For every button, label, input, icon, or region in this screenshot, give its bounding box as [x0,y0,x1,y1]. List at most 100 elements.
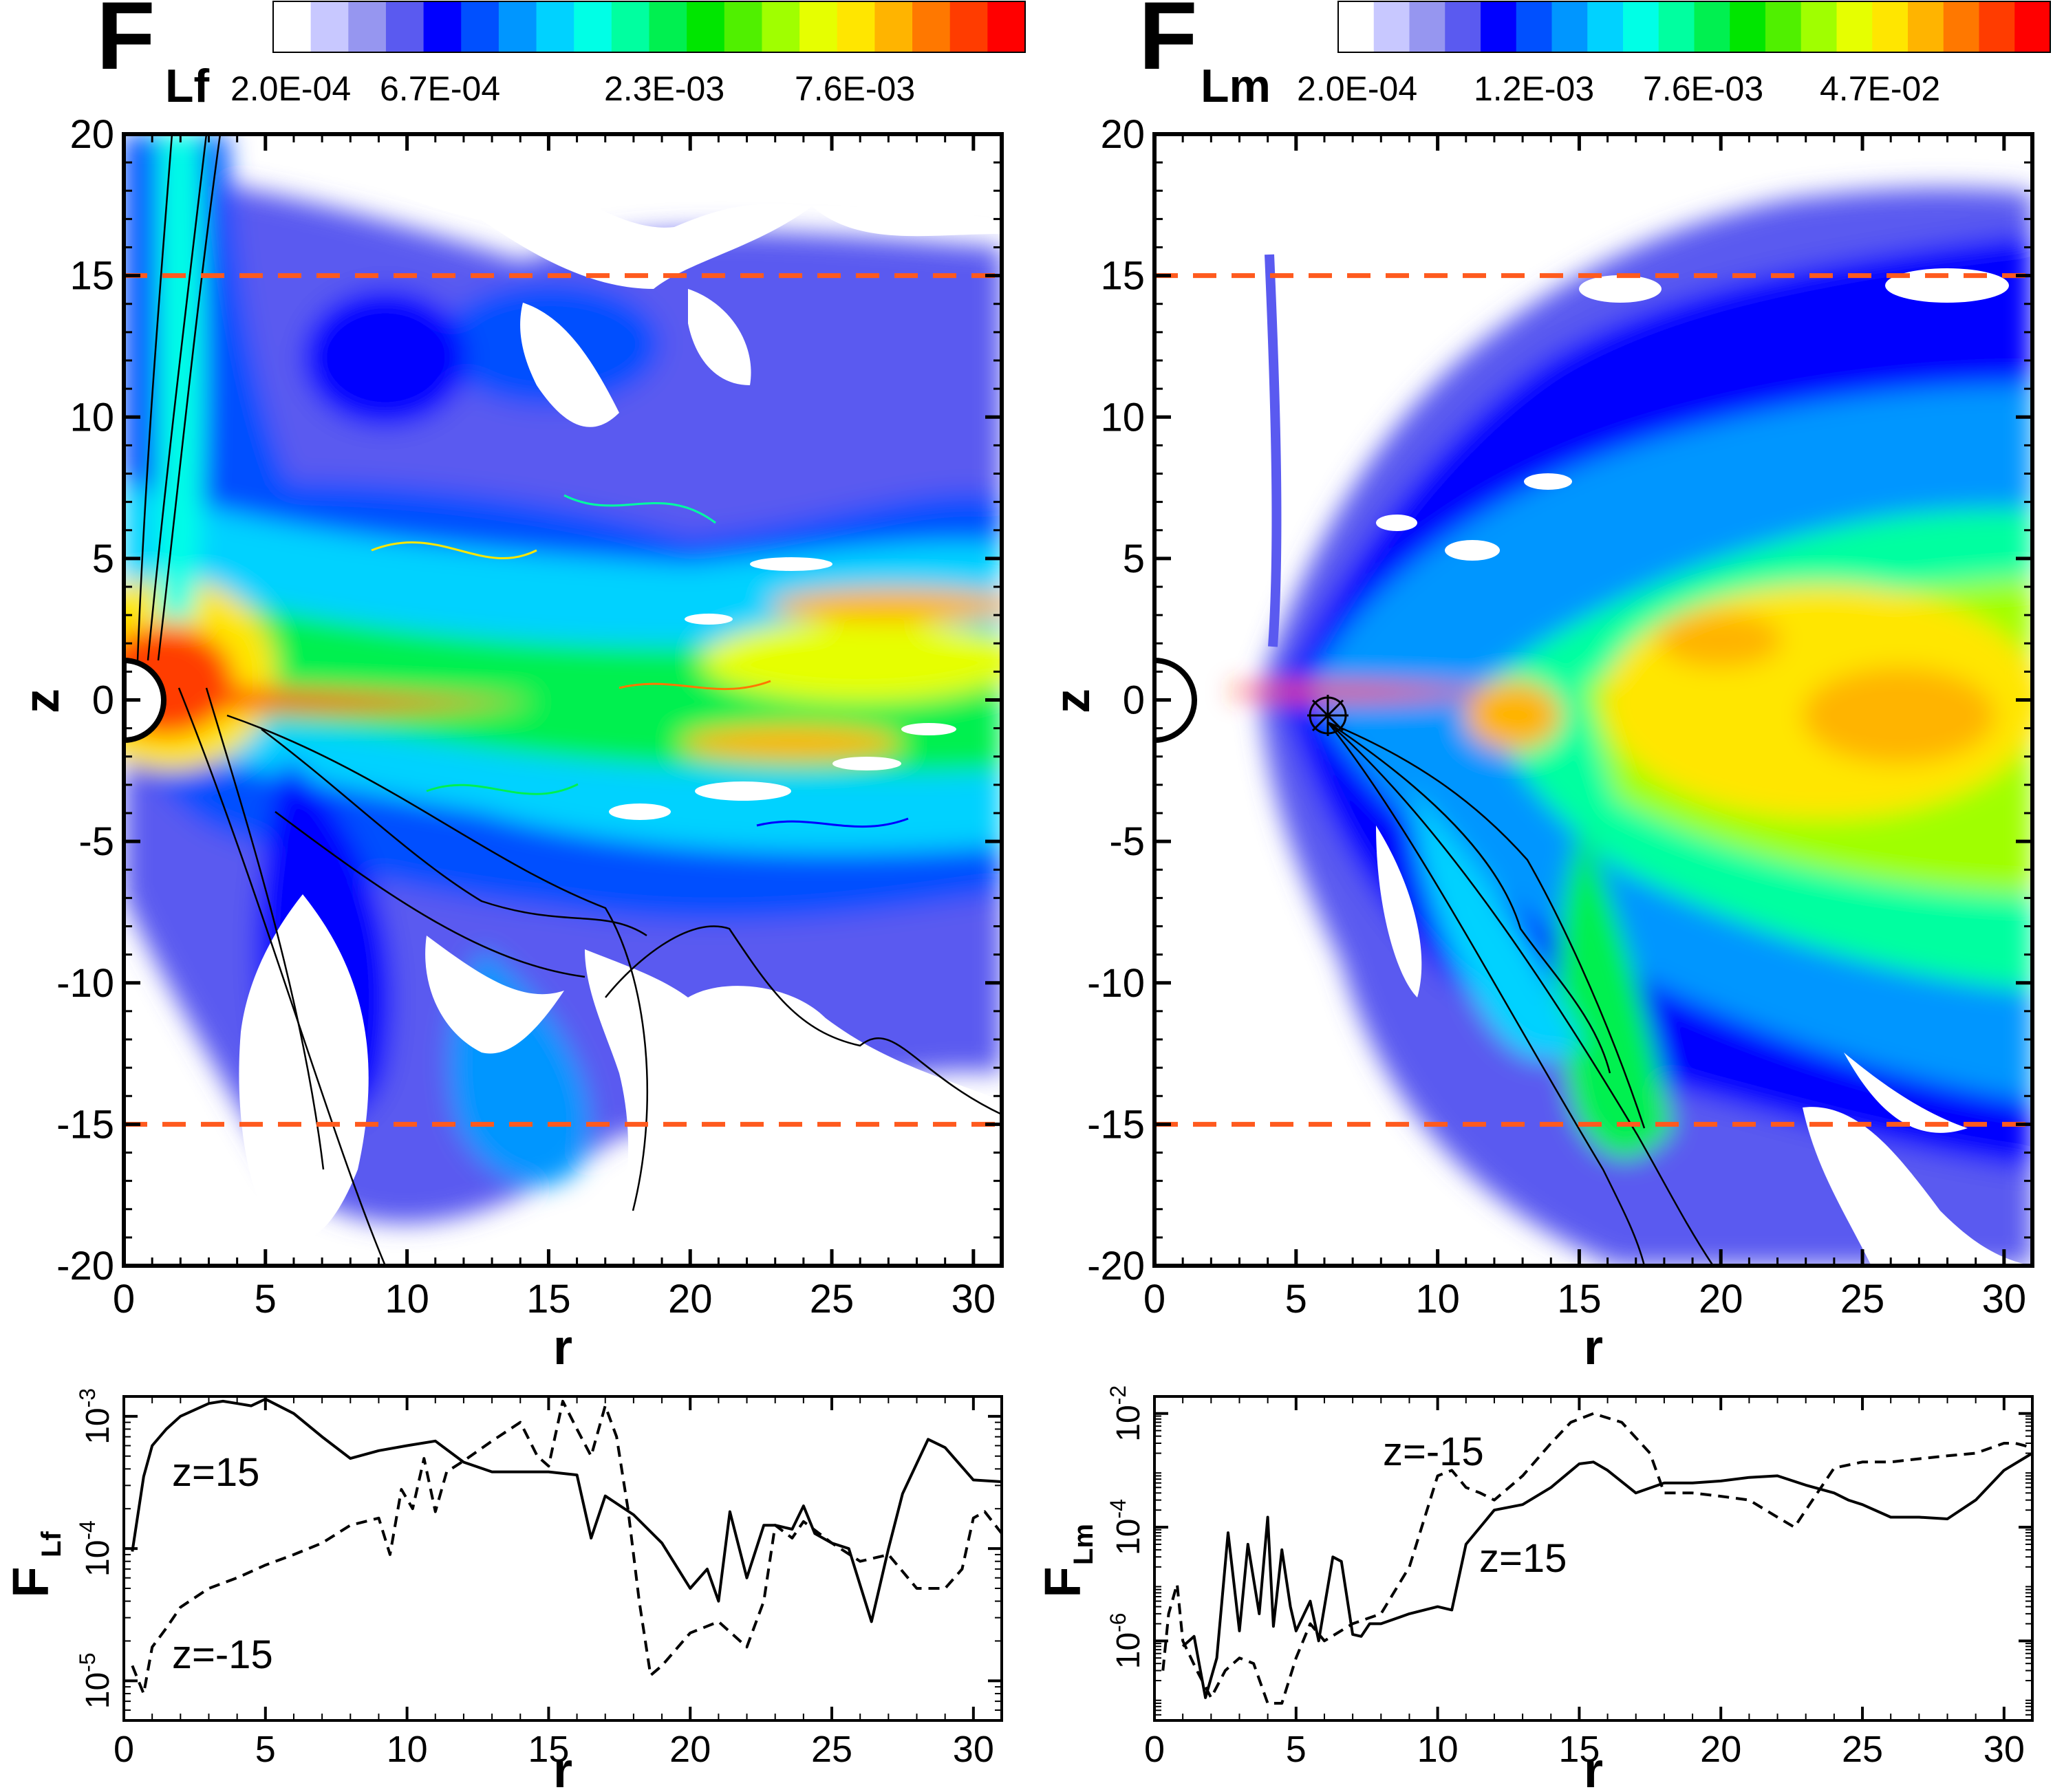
colorbar-swatch [1943,1,1979,52]
colorbar-swatch [1800,1,1837,52]
axes-flm: 0 5 10 15 20 25 30 20 15 10 5 0 -5 -10 -15 -20 [1087,112,2034,1321]
plot-frame-flf-profile [122,1395,1003,1722]
colorbar-border [1337,1,2051,53]
x-tick-label: 30 [1984,1729,2025,1770]
colorbar-flf-tick: 6.7E-04 [380,69,500,108]
contour-field-flm [1154,134,2032,1266]
y-tick-label: -5 [78,819,114,864]
legend-label-z15: z=15 [172,1450,259,1495]
y-tick-label: 10-6 [1106,1612,1147,1669]
colorbar-swatch [461,1,499,52]
axis-label-z-flm: z [1045,689,1100,713]
cutlines-flf [124,273,1002,1127]
series-line-z15 [1181,1451,2034,1699]
y-tick-label: 10-4 [75,1520,116,1577]
colorbar-swatch [724,1,762,52]
colorbar-swatch [348,1,387,52]
y-tick-label: 10 [69,395,114,440]
y-tick-label: -20 [1087,1244,1145,1288]
colorbar-flf-ticklabels: 2.0E-04 6.7E-04 2.3E-03 7.6E-03 [230,69,915,108]
y-tick-label: 10-4 [1106,1499,1147,1555]
colorbar-swatch [574,1,612,52]
colorbar-flm-ticklabels: 2.0E-04 1.2E-03 7.6E-03 4.7E-02 [1297,69,1940,108]
colorbar-swatch [1623,1,1659,52]
colorbar-swatch [687,1,725,52]
colorbar-swatch [1730,1,1766,52]
series-lines-flf [131,1397,1003,1695]
colorbar-flm-tick: 4.7E-02 [1820,69,1940,108]
axis-label-subscript: Lm [1068,1524,1099,1565]
inner-boundary-flm [1154,658,1197,743]
x-tick-label: 5 [1285,1277,1307,1321]
colorbar-swatch [762,1,800,52]
colorbar-swatch [1373,1,1410,52]
y-tick-label: 15 [69,254,114,299]
legend-label-zm15: z=-15 [1383,1429,1484,1474]
x-tick-label: 30 [953,1729,994,1770]
x-tick-label: 0 [113,1277,135,1321]
plot-frame-flm-profile [1153,1395,2034,1722]
panel-subscript-lm: Lm [1201,60,1271,112]
colorbar-swatch [1587,1,1624,52]
x-tick-label: 25 [1842,1729,1883,1770]
colorbar-flm-tick: 7.6E-03 [1643,69,1763,108]
x-tick-label: 20 [669,1729,711,1770]
axes-flf-profile: 0 5 10 15 20 25 30 10-5 10-4 10-3 [75,1388,1002,1770]
axes-flf: 0 5 10 15 20 25 30 20 15 10 5 0 -5 -10 -15 -20 [56,112,1003,1321]
x-tick-label: 15 [1558,1729,1600,1770]
y-tick-label: -20 [56,1244,114,1288]
x-tick-label: 20 [1700,1729,1741,1770]
axis-label-r-flm: r [1584,1320,1603,1375]
y-tick-label: -10 [1087,961,1145,1006]
x-tick-label: 20 [668,1277,713,1321]
colorbar-swatch [1694,1,1730,52]
x-tick-label: 5 [1286,1729,1307,1770]
colorbar-border [272,1,1026,53]
panel-letter-f: F [96,0,155,89]
colorbar-swatch [649,1,687,52]
colorbar-swatch [273,1,312,52]
colorbar-swatch [1516,1,1552,52]
x-tick-label: 20 [1699,1277,1743,1321]
y-tick-label: 5 [92,537,114,581]
axis-label-flf-profile: F Lf [2,1531,67,1597]
x-tick-label: 25 [811,1729,852,1770]
legend-label-zm15: z=-15 [172,1632,273,1677]
x-tick-label: 10 [1417,1729,1459,1770]
colorbar-swatch [949,1,988,52]
x-tick-label: 0 [1143,1277,1165,1321]
legend-label-z15: z=15 [1479,1536,1567,1581]
colorbar-flm-tick: 2.0E-04 [1297,69,1417,108]
x-tick-label: 25 [810,1277,854,1321]
colorbar-swatch [498,1,537,52]
x-tick-label: 10 [385,1277,429,1321]
x-tick-label: 25 [1840,1277,1885,1321]
colorbar-swatch [1836,1,1873,52]
colorbar-swatch [912,1,951,52]
axis-label-r-flf-profile: r [553,1743,572,1789]
y-tick-label: 10-5 [75,1652,116,1709]
axis-label-flm-profile: F Lm [1034,1524,1099,1598]
x-tick-label: 10 [387,1729,428,1770]
colorbar-swatch [310,1,349,52]
panel-flf-profile: 0 5 10 15 20 25 30 10-5 10-4 10-3 z=15 z=-15 r F … [2,1388,1003,1792]
y-tick-label: 20 [1100,112,1145,157]
y-tick-label: 10-2 [1106,1385,1147,1442]
panel-flm-profile: 0 5 10 15 20 25 30 10-6 10-4 10-2 z=15 z=-15 r F … [1034,1385,2034,1792]
series-lines-flm [1161,1412,2034,1705]
inner-boundary-flf [124,657,166,744]
x-tick-label: 5 [255,1277,277,1321]
contour-field-flf [124,134,1002,1266]
y-tick-label: -15 [56,1102,114,1147]
field-lines-flm [1327,721,1714,1266]
x-tick-label: 30 [1982,1277,2027,1321]
colorbar-swatch [799,1,838,52]
axes-flm-profile: 0 5 10 15 20 25 30 10-6 10-4 10-2 [1106,1385,2033,1770]
colorbar-flf-tick: 7.6E-03 [795,69,915,108]
series-line-z-minus15 [131,1399,1003,1695]
colorbar-swatch [837,1,875,52]
x-tick-label: 0 [114,1729,134,1770]
colorbar-flf [272,1,1026,53]
series-line-z-minus15 [1161,1412,2033,1705]
